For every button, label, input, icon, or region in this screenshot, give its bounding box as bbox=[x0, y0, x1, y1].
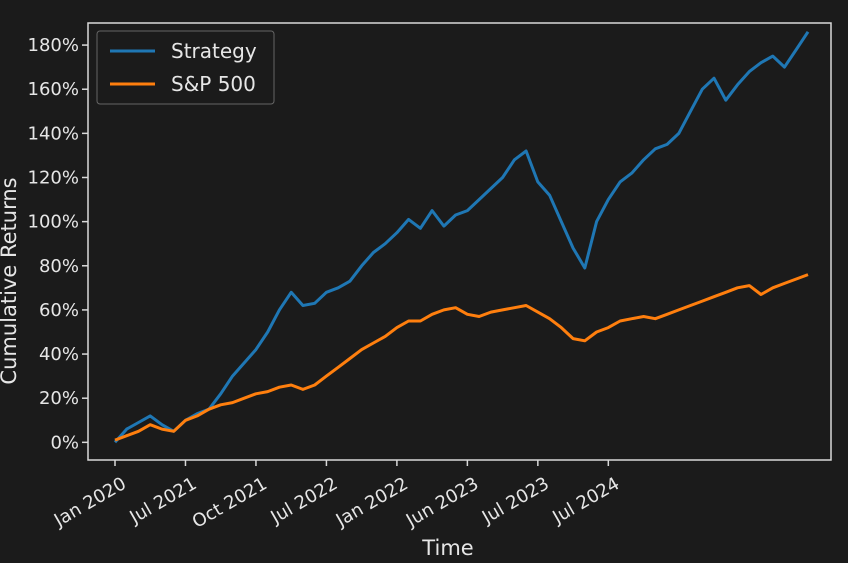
y-tick-label: 180% bbox=[28, 35, 79, 56]
y-tick-label: 20% bbox=[39, 388, 79, 409]
plot-frame bbox=[87, 22, 832, 461]
y-tick-label: 120% bbox=[28, 167, 79, 188]
y-tick-label: 40% bbox=[39, 344, 79, 365]
y-tick-label: 80% bbox=[39, 256, 79, 277]
x-axis-title: Time bbox=[421, 536, 473, 560]
y-tick-label: 140% bbox=[28, 123, 79, 144]
legend-label-strategy: Strategy bbox=[171, 39, 257, 63]
y-tick-label: 160% bbox=[28, 79, 79, 100]
y-tick-label: 100% bbox=[28, 212, 79, 233]
legend-label-sp500: S&P 500 bbox=[171, 72, 256, 96]
y-axis: 0% 20% 40% 60% 80% 100% 120% 140% 160% 180% bbox=[28, 35, 88, 453]
series-line-s-p-500 bbox=[114, 273, 809, 442]
plot-area bbox=[113, 30, 810, 444]
legend-box bbox=[96, 30, 275, 105]
series-line-strategy bbox=[113, 30, 810, 444]
legend: Strategy S&P 500 bbox=[96, 30, 275, 105]
y-tick-label: 0% bbox=[50, 432, 79, 453]
y-tick-label: 60% bbox=[39, 300, 79, 321]
y-axis-title: Cumulative Returns bbox=[0, 177, 21, 384]
